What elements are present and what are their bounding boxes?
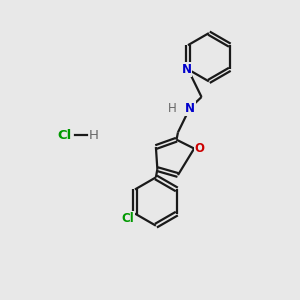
Text: Cl: Cl [121, 212, 134, 224]
Text: N: N [185, 102, 195, 115]
Text: H: H [89, 129, 99, 142]
Text: Cl: Cl [58, 129, 72, 142]
Text: H: H [168, 102, 176, 115]
Text: N: N [182, 63, 191, 76]
Text: O: O [194, 142, 205, 155]
